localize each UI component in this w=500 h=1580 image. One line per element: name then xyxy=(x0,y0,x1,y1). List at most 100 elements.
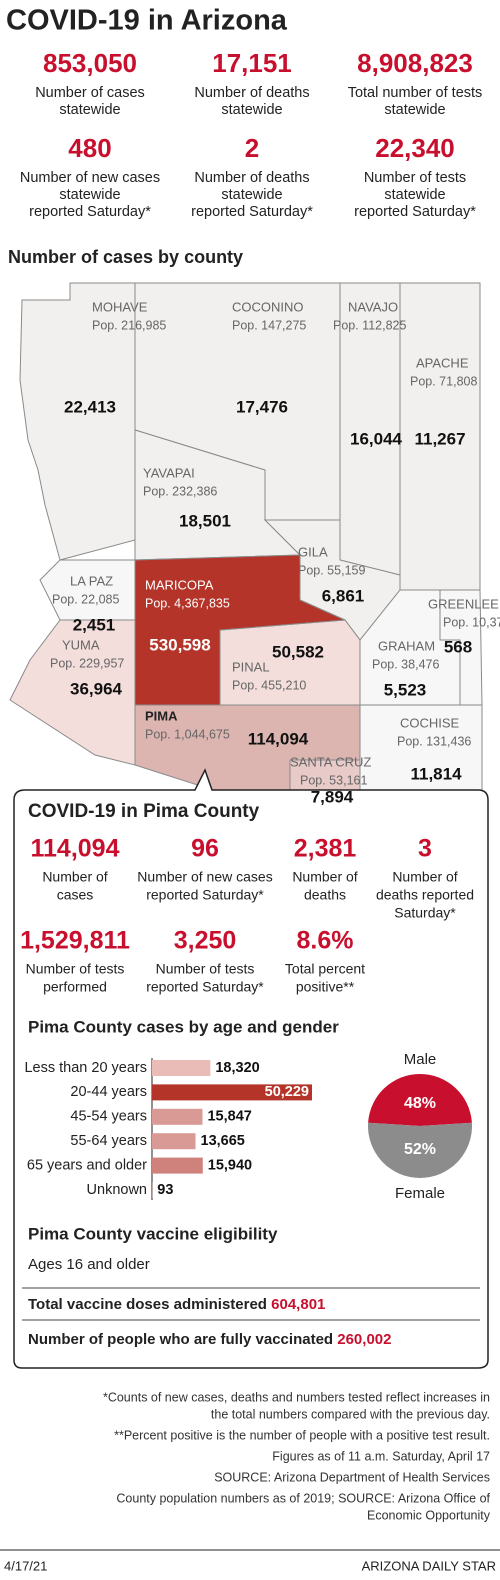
pie-slice xyxy=(368,1122,472,1178)
stat-label: statewide xyxy=(59,187,120,203)
stat-label: statewide xyxy=(59,102,120,118)
stat-value: 8.6% xyxy=(297,927,354,955)
county-cases: 11,267 xyxy=(414,429,465,448)
county-population: Pop. 112,825 xyxy=(333,318,406,332)
footnote: the total numbers compared with the prev… xyxy=(211,1407,490,1421)
county-population: Pop. 131,436 xyxy=(397,734,471,748)
stat-label: Number of cases xyxy=(35,85,145,101)
slice-label: 52% xyxy=(404,1141,436,1158)
stat-label: Total number of tests xyxy=(348,85,483,101)
county-cases: 11,814 xyxy=(410,764,462,783)
county-cases: 7,894 xyxy=(311,787,354,806)
county-cases: 5,523 xyxy=(384,680,427,699)
stat-label: statewide xyxy=(221,102,282,118)
stat-label: performed xyxy=(43,979,107,995)
county-population: Pop. 22,085 xyxy=(52,592,119,606)
county-population: Pop. 10,375 xyxy=(443,615,500,629)
stat-label: Number of tests xyxy=(364,170,466,186)
stat-value: 2,381 xyxy=(294,835,357,863)
county-population: Pop. 1,044,675 xyxy=(145,727,230,741)
stat-label: Saturday* xyxy=(394,905,456,921)
county-name: NAVAJO xyxy=(348,299,398,314)
stat-label: Number of deaths xyxy=(194,170,309,186)
county-cases: 16,044 xyxy=(350,429,403,448)
county-population: Pop. 229,957 xyxy=(50,656,124,670)
county-population: Pop. 147,275 xyxy=(232,318,306,332)
value-label: 18,320 xyxy=(215,1060,259,1076)
stat-value: 480 xyxy=(68,133,111,163)
bar-chart-title: Pima County cases by age and gender xyxy=(28,1017,339,1036)
stat-label: statewide xyxy=(221,187,282,203)
stat-label: Number of tests xyxy=(156,961,255,977)
stat-value: 17,151 xyxy=(212,48,292,78)
stat-label: reported Saturday* xyxy=(146,887,264,903)
stat-label: Number of xyxy=(392,869,457,885)
stat-label: Number of new cases xyxy=(137,869,272,885)
county-cases: 2,451 xyxy=(73,615,116,634)
county-population: Pop. 216,985 xyxy=(92,318,166,332)
footnote: **Percent positive is the number of peop… xyxy=(114,1428,490,1442)
county-population: Pop. 232,386 xyxy=(143,484,217,498)
county-population: Pop. 71,808 xyxy=(410,374,477,388)
stat-label: Number of deaths xyxy=(194,85,309,101)
county-name: GILA xyxy=(298,544,328,559)
stat-value: 1,529,811 xyxy=(20,927,130,955)
stat-label: Number of xyxy=(42,869,107,885)
footnote: SOURCE: Arizona Department of Health Ser… xyxy=(214,1470,490,1484)
footnote: Figures as of 11 a.m. Saturday, April 17 xyxy=(272,1449,490,1463)
county-name: APACHE xyxy=(416,355,469,370)
value-label: 50,229 xyxy=(265,1084,309,1100)
category-label: 20-44 years xyxy=(70,1084,147,1100)
slice-label: 48% xyxy=(404,1095,436,1112)
county-cases: 18,501 xyxy=(179,511,231,530)
vaccine-title: Pima County vaccine eligibility xyxy=(28,1224,278,1243)
bar xyxy=(152,1084,312,1101)
stat-value: 3,250 xyxy=(174,927,237,955)
county-name: YUMA xyxy=(62,637,100,652)
county-cases: 530,598 xyxy=(149,635,210,654)
stat-label: deaths xyxy=(304,887,346,903)
value-label: 15,940 xyxy=(208,1157,252,1173)
county-name: LA PAZ xyxy=(70,573,113,588)
stat-label: Number of xyxy=(292,869,357,885)
county-name: PINAL xyxy=(232,659,270,674)
county-name: GREENLEE xyxy=(428,596,499,611)
county-name: MARICOPA xyxy=(145,577,214,592)
county-name: COCHISE xyxy=(400,715,460,730)
stat-value: 2 xyxy=(245,133,259,163)
category-label: Less than 20 years xyxy=(24,1060,147,1076)
county-name: YAVAPAI xyxy=(143,465,195,480)
county-population: Pop. 38,476 xyxy=(372,657,439,671)
bar xyxy=(152,1157,203,1174)
vaccine-label: Total vaccine doses administered xyxy=(28,1296,267,1313)
county-name: SANTA CRUZ xyxy=(290,754,371,769)
value-label: 15,847 xyxy=(207,1109,251,1125)
county-shape xyxy=(39,559,136,621)
map-title: Number of cases by county xyxy=(8,247,243,267)
vaccine-row: Total vaccine doses administered 604,801 xyxy=(28,1296,325,1313)
stat-value: 114,094 xyxy=(31,835,120,863)
category-label: 45-54 years xyxy=(70,1109,147,1125)
stat-label: deaths reported xyxy=(376,887,474,903)
county-cases: 50,582 xyxy=(272,642,324,661)
county-cases: 6,861 xyxy=(322,586,365,605)
slice-name: Female xyxy=(395,1185,445,1202)
county-cases: 22,413 xyxy=(64,397,116,416)
pima-callout-box xyxy=(13,768,489,1369)
county-name: MOHAVE xyxy=(92,299,148,314)
county-cases: 568 xyxy=(444,637,472,656)
pie-slice xyxy=(368,1073,472,1126)
vaccine-row: Number of people who are fully vaccinate… xyxy=(28,1331,391,1348)
county-name: PIMA xyxy=(145,708,178,723)
bar xyxy=(152,1060,211,1076)
category-label: 55-64 years xyxy=(70,1133,147,1149)
footnote: County population numbers as of 2019; SO… xyxy=(116,1491,490,1505)
stat-label: cases xyxy=(57,887,94,903)
vaccine-value: 604,801 xyxy=(271,1296,325,1313)
page-title: COVID-19 in Arizona xyxy=(6,5,288,37)
category-label: Unknown xyxy=(87,1182,147,1198)
value-label: 13,665 xyxy=(201,1133,245,1149)
category-label: 65 years and older xyxy=(27,1157,147,1173)
footnote: *Counts of new cases, deaths and numbers… xyxy=(103,1390,490,1404)
